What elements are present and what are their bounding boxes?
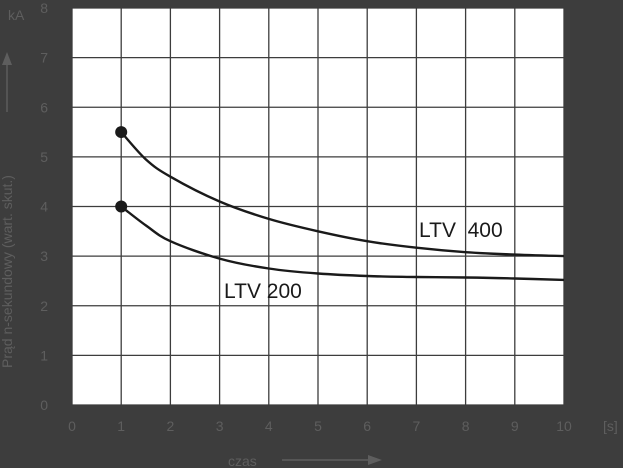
y-tick-label: 8: [40, 0, 48, 16]
y-tick-label: 4: [40, 199, 48, 215]
x-unit-label: [s]: [603, 418, 618, 434]
x-axis-title: czas: [228, 453, 257, 468]
x-tick-label: 0: [68, 418, 76, 434]
x-tick-label: 5: [314, 418, 322, 434]
x-tick-label: 7: [413, 418, 421, 434]
y-tick-label: 1: [40, 347, 48, 363]
x-tick-label: 4: [265, 418, 273, 434]
y-axis-arrow-head: [2, 52, 12, 65]
y-tick-label: 3: [40, 248, 48, 264]
y-tick-label: 2: [40, 298, 48, 314]
y-tick-label: 6: [40, 99, 48, 115]
y-axis-title: Prąd n-sekundowy (wart. skut.): [0, 175, 15, 368]
series-line-1: [120, 205, 565, 282]
x-axis-arrow-head: [368, 455, 382, 465]
grid-lines: [71, 7, 565, 406]
x-tick-label: 3: [216, 418, 224, 434]
y-tick-label: 7: [40, 50, 48, 66]
series-start-point-0: [115, 126, 128, 139]
series-label-ltv-400: LTV 400: [419, 219, 503, 242]
series-start-points: [115, 126, 128, 213]
series-label-ltv-200: LTV 200: [224, 280, 302, 303]
x-tick-label: 2: [167, 418, 175, 434]
x-tick-label: 10: [556, 418, 572, 434]
x-tick-label: 6: [363, 418, 371, 434]
x-tick-label: 8: [462, 418, 470, 434]
x-tick-labels: 0 1 2 3 4 5 6 7 8 9 10: [68, 418, 572, 434]
x-tick-label: 1: [117, 418, 125, 434]
series-start-point-1: [115, 200, 128, 213]
x-tick-label: 9: [511, 418, 519, 434]
y-tick-label: 5: [40, 149, 48, 165]
series-curves: [120, 131, 565, 282]
y-tick-label: 0: [40, 397, 48, 413]
y-tick-labels: 0 1 2 3 4 5 6 7 8: [40, 0, 48, 413]
y-unit-label: kA: [8, 7, 25, 23]
series-line-0: [120, 131, 565, 258]
